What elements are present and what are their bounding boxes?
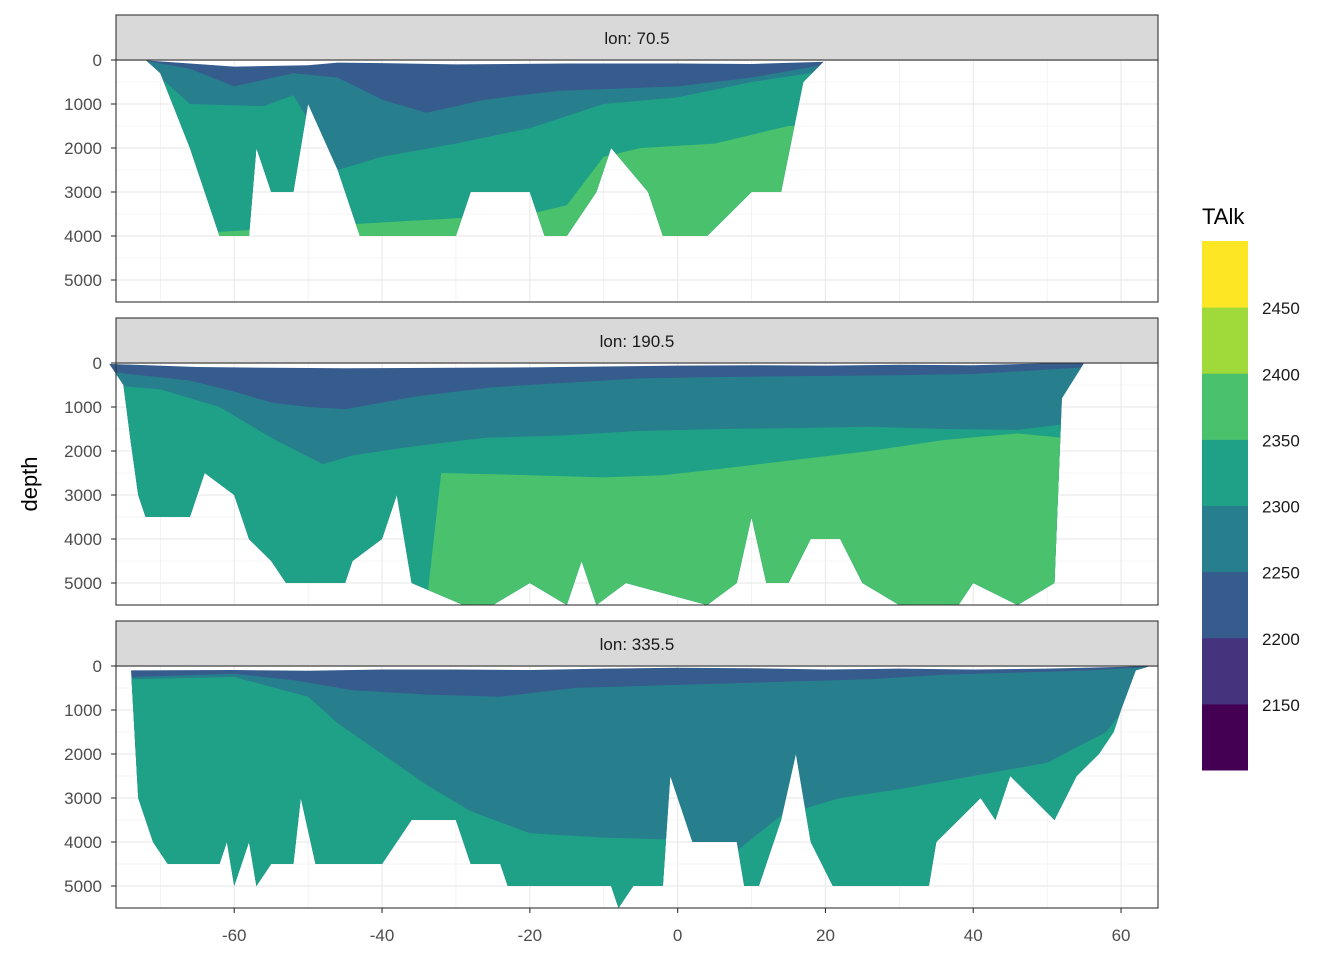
contour-layers bbox=[108, 363, 1085, 605]
y-tick-label: 4000 bbox=[64, 530, 102, 549]
legend-break-label: 2400 bbox=[1262, 365, 1300, 384]
facet-panel-1: lon: 70.5 0 1000 2000 3000 4000 5000 bbox=[64, 14, 1159, 303]
x-tick-label: 20 bbox=[816, 926, 835, 945]
y-tick-label: 0 bbox=[93, 354, 102, 373]
legend-swatch-2450-2500 bbox=[1202, 241, 1248, 308]
y-tick-label: 3000 bbox=[64, 789, 102, 808]
y-tick-label: 1000 bbox=[64, 95, 102, 114]
legend-swatch-2300-2350 bbox=[1202, 439, 1248, 506]
y-tick-label: 1000 bbox=[64, 398, 102, 417]
x-tick-label: 0 bbox=[673, 926, 682, 945]
contour-band-2300-2350 bbox=[145, 64, 826, 236]
facet-strip bbox=[115, 14, 1159, 61]
legend-title: TAlk bbox=[1202, 204, 1245, 229]
y-tick-label: 0 bbox=[93, 51, 102, 70]
legend-swatch-2100-2150 bbox=[1202, 703, 1248, 771]
facet-strip bbox=[115, 317, 1159, 364]
y-tick-label: 2000 bbox=[64, 139, 102, 158]
facet-strip-label: lon: 335.5 bbox=[600, 635, 675, 654]
y-tick-label: 5000 bbox=[64, 574, 102, 593]
y-tick-label: 2000 bbox=[64, 442, 102, 461]
x-tick-label: -60 bbox=[222, 926, 247, 945]
contour-band-2350-2400 bbox=[145, 126, 826, 236]
legend: TAlk 2150 2200 2250 2300 2350 2400 2450 bbox=[1202, 204, 1300, 771]
y-tick-label: 5000 bbox=[64, 271, 102, 290]
legend-break-label: 2200 bbox=[1262, 630, 1300, 649]
y-tick-label: 1000 bbox=[64, 701, 102, 720]
x-tick-label: -20 bbox=[518, 926, 543, 945]
legend-swatch-2200-2250 bbox=[1202, 571, 1248, 639]
x-tick-label: -40 bbox=[370, 926, 395, 945]
legend-swatch-2400-2450 bbox=[1202, 307, 1248, 374]
x-tick-label: 40 bbox=[964, 926, 983, 945]
y-tick-label: 4000 bbox=[64, 227, 102, 246]
legend-swatch-2150-2200 bbox=[1202, 637, 1248, 705]
legend-swatch-2250-2300 bbox=[1202, 505, 1248, 573]
legend-break-label: 2150 bbox=[1262, 696, 1300, 715]
legend-break-label: 2350 bbox=[1262, 431, 1300, 450]
y-tick-label: 4000 bbox=[64, 833, 102, 852]
facet-strip bbox=[115, 620, 1159, 667]
y-tick-label: 3000 bbox=[64, 183, 102, 202]
y-axis-title: depth bbox=[17, 456, 42, 511]
facet-strip-label: lon: 190.5 bbox=[600, 332, 675, 351]
facet-strip-label: lon: 70.5 bbox=[604, 29, 669, 48]
x-tick-label: 60 bbox=[1112, 926, 1131, 945]
legend-break-label: 2250 bbox=[1262, 564, 1300, 583]
legend-break-label: 2300 bbox=[1262, 498, 1300, 517]
y-tick-label: 3000 bbox=[64, 486, 102, 505]
y-tick-label: 2000 bbox=[64, 745, 102, 764]
legend-break-label: 2450 bbox=[1262, 299, 1300, 318]
contour-layers bbox=[130, 666, 1151, 908]
y-tick-label: 0 bbox=[93, 657, 102, 676]
facet-panel-2: lon: 190.5 0 1000 2000 3000 4000 5000 bbox=[64, 317, 1159, 606]
y-tick-label: 5000 bbox=[64, 877, 102, 896]
contour-band-2300-2350 bbox=[130, 674, 1151, 908]
facet-panel-3: lon: 335.5 0 1000 2000 3000 4000 5000 -60 -40 -20… bbox=[64, 620, 1159, 945]
legend-swatch-2350-2400 bbox=[1202, 373, 1248, 440]
